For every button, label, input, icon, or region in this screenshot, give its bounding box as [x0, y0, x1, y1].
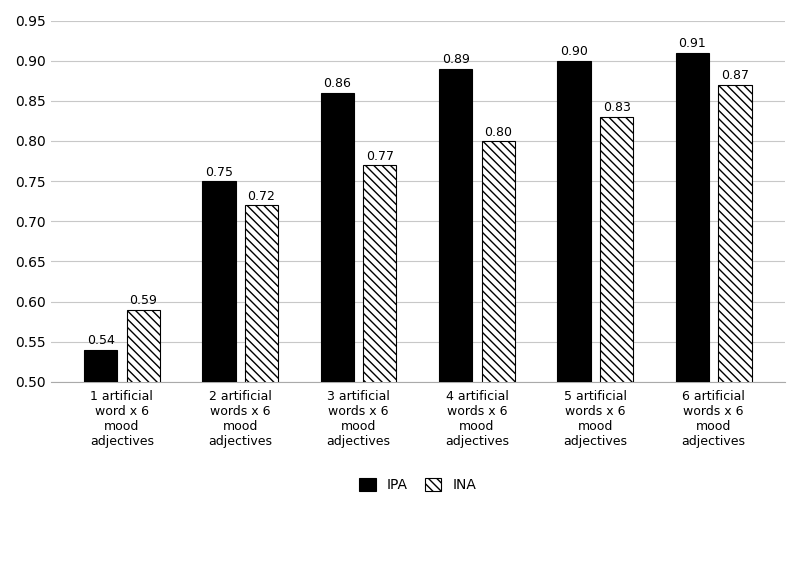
Text: 0.89: 0.89 [442, 53, 470, 66]
Text: 0.72: 0.72 [248, 190, 275, 203]
Text: 0.59: 0.59 [130, 294, 157, 307]
Text: 0.91: 0.91 [678, 37, 706, 50]
Text: 0.77: 0.77 [366, 150, 394, 163]
Legend: IPA, INA: IPA, INA [354, 473, 482, 498]
Bar [558, 60, 590, 575]
Bar [245, 205, 278, 575]
Bar [321, 93, 354, 575]
Bar [363, 165, 397, 575]
Bar [84, 350, 117, 575]
Bar [718, 85, 752, 575]
Bar [439, 68, 472, 575]
Text: 0.87: 0.87 [721, 70, 749, 82]
Bar [202, 181, 235, 575]
Text: 0.86: 0.86 [323, 78, 351, 90]
Text: 0.80: 0.80 [484, 125, 512, 139]
Bar [126, 309, 160, 575]
Bar [600, 117, 634, 575]
Bar [676, 53, 709, 575]
Text: 0.90: 0.90 [560, 45, 588, 58]
Text: 0.54: 0.54 [86, 335, 114, 347]
Text: 0.75: 0.75 [205, 166, 233, 179]
Bar [482, 141, 515, 575]
Text: 0.83: 0.83 [602, 101, 630, 114]
